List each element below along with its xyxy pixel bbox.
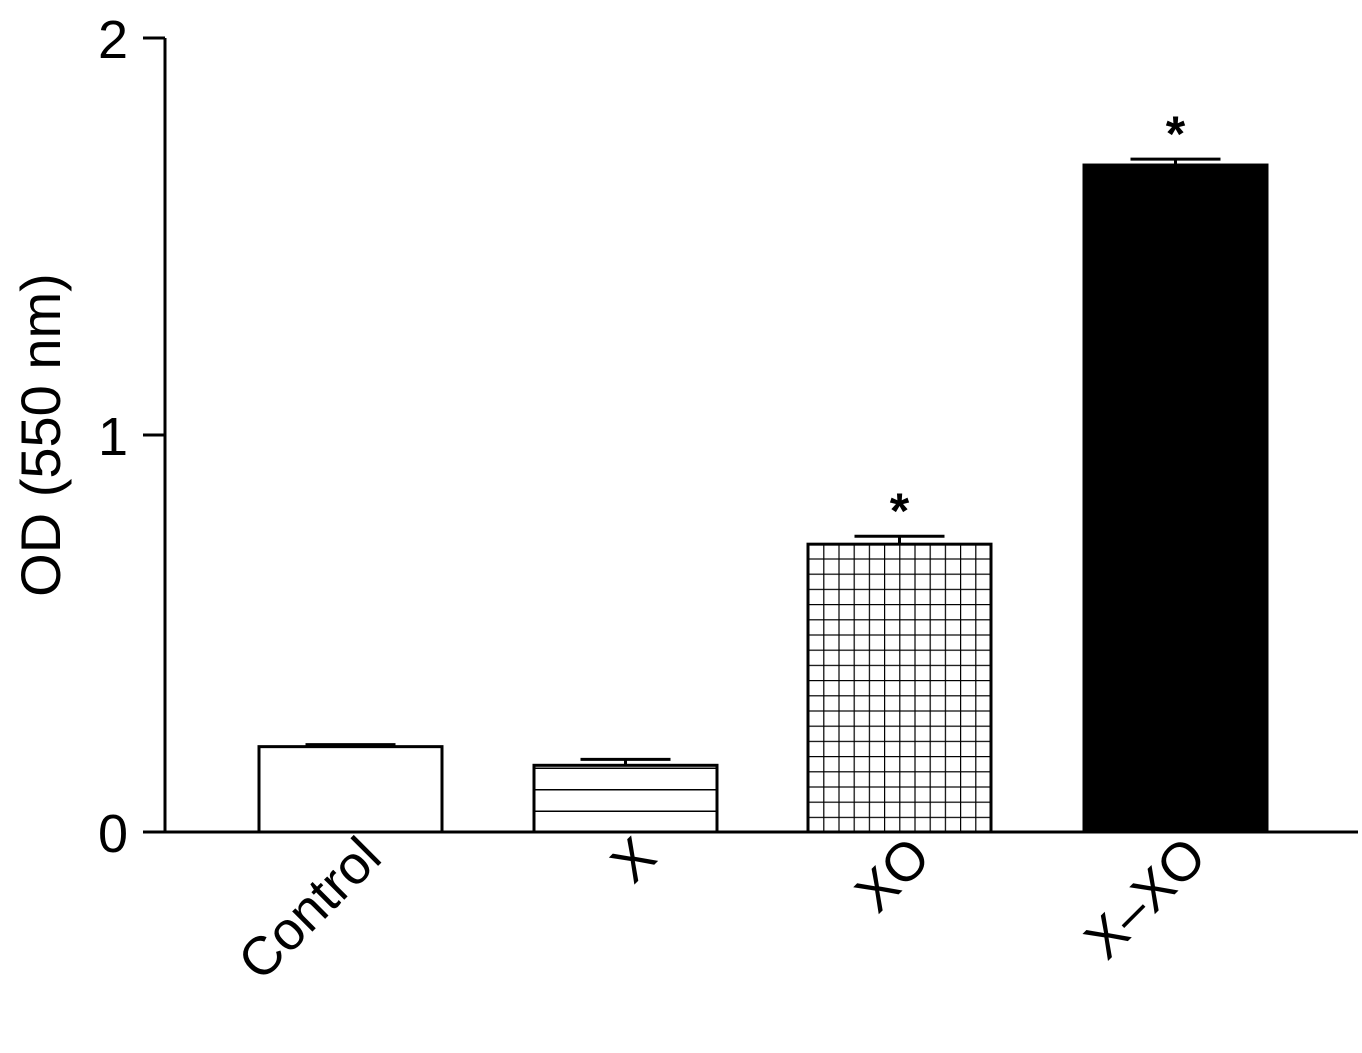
x-category-label: X <box>600 826 668 894</box>
bars: ** <box>257 106 1269 834</box>
x-category-label: X–XO <box>1073 826 1217 970</box>
bar-control <box>257 745 444 834</box>
bar-xo <box>806 542 993 834</box>
y-tick-label: 1 <box>98 407 128 467</box>
significance-marker: * <box>890 483 910 539</box>
significance-marker: * <box>1166 106 1186 162</box>
x-category-label: Control <box>227 826 393 992</box>
bar-x <box>532 763 719 834</box>
x-category-label: XO <box>844 826 942 924</box>
bar-x-xo <box>1082 163 1269 834</box>
y-axis-title: OD (550 nm) <box>9 273 72 597</box>
category-labels: Control X XO X–XO <box>227 826 1218 992</box>
y-tick-label: 2 <box>98 10 128 70</box>
y-tick-label: 0 <box>98 804 128 864</box>
